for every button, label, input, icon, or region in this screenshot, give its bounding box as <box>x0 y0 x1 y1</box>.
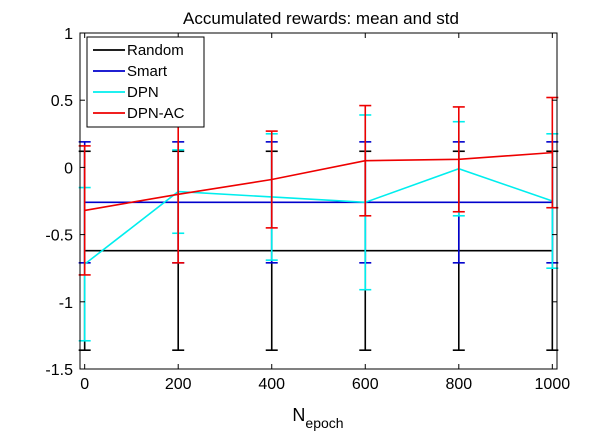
y-tick-label: -0.5 <box>45 228 73 245</box>
x-tick-label: 600 <box>352 376 379 393</box>
axes-frame <box>79 32 558 370</box>
y-tick-label: 1 <box>64 26 73 43</box>
x-tick-label: 1000 <box>535 376 571 393</box>
x-tick-label: 200 <box>165 376 192 393</box>
y-tick-label: 0 <box>64 160 73 177</box>
legend: Random Smart DPN DPN-AC <box>86 36 205 128</box>
series-dpn-ac <box>78 96 559 276</box>
series-smart <box>78 141 559 264</box>
plot-area <box>78 96 559 351</box>
x-tick-label: 400 <box>258 376 285 393</box>
x-axis-label-subscript: epoch <box>305 415 343 431</box>
legend-label-random: Random <box>127 42 184 59</box>
series-line-dpn <box>84 167 553 265</box>
legend-label-dpn: DPN <box>127 84 159 101</box>
series-dpn <box>78 114 559 342</box>
y-tick-label: -1.5 <box>45 362 73 379</box>
series-line-dpn-ac <box>84 151 553 212</box>
legend-box <box>86 36 205 128</box>
series-random <box>78 150 559 351</box>
axes: 0 200 400 600 800 1000 -1.5 -1 -0.5 0 0.5 1 <box>45 26 570 393</box>
legend-label-smart: Smart <box>127 63 168 80</box>
x-axis-label: Nepoch <box>292 405 343 431</box>
legend-label-dpn-ac: DPN-AC <box>127 105 185 122</box>
y-tick-label: -1 <box>59 295 73 312</box>
x-tick-label: 0 <box>80 376 89 393</box>
chart-title: Accumulated rewards: mean and std <box>183 9 459 28</box>
y-tick-label: 0.5 <box>51 93 73 110</box>
x-tick-label: 800 <box>445 376 472 393</box>
x-axis-label-main: N <box>292 405 305 425</box>
